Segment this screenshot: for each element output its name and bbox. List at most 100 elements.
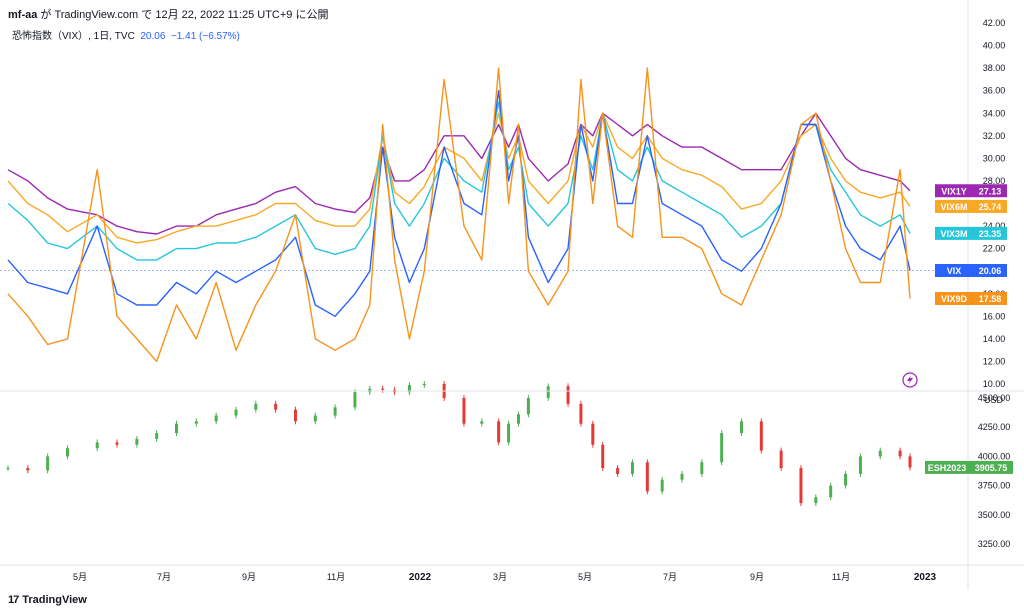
candle-body [293,409,297,422]
candle-body [6,468,10,470]
es-unit-label: USD [984,395,1004,405]
tradingview-footer: 17 TradingView [8,594,87,606]
y-tick-label: 24.00 [983,221,1006,231]
x-tick-label: 2023 [914,572,937,583]
x-tick-label: 7月 [157,572,171,582]
series-value-bg [973,264,1007,278]
y-tick-label: 16.00 [983,311,1006,321]
candle-body [546,386,550,398]
candle-body [680,473,684,480]
y-tick-label: 30.00 [983,153,1006,163]
candle-body [858,456,862,474]
publish-header: mf-aa が TradingView.com で 12月 22, 2022 1… [8,6,328,22]
y-tick-label: 28.00 [983,176,1006,186]
brand-name[interactable]: TradingView [22,594,87,606]
es-y-tick-label: 3250.00 [978,539,1011,549]
symbol-text[interactable]: 恐怖指数（VIX）, 1日, TVC [12,31,135,42]
author-name[interactable]: mf-aa [8,9,38,21]
candle-body [65,448,69,457]
es-y-tick-label: 4250.00 [978,422,1011,432]
price-labels: VIX1Y 27.13 VIX6M 25.74 VIX3M 23.35 VIX 20.06 VI… [925,184,1013,474]
candle-body [353,392,357,408]
candle-body [214,415,218,422]
candle-body [566,386,570,404]
publish-info: が TradingView.com で 12月 22, 2022 11:25 U… [37,9,329,21]
x-tick-label: 9月 [242,572,256,582]
candle-body [878,450,882,457]
candle-body [313,415,317,422]
change-value: −1.41 (−6.57%) [170,31,240,42]
candle-body [898,450,902,457]
last-value: 20.06 [140,31,166,42]
tradingview-logo-icon[interactable]: 17 [8,594,19,606]
series-label-bg [935,199,973,213]
candle-body [95,442,99,449]
candle-body [26,468,30,471]
candle-body [422,383,426,386]
series-value-label: 17.58 [979,294,1002,304]
x-tick-label: 2022 [409,572,432,583]
lightning-bolt-icon[interactable] [902,372,918,388]
x-tick-label: 11月 [327,572,345,582]
es-y-tick-label: 3750.00 [978,481,1011,491]
y-tick-label: 12.00 [983,356,1006,366]
candle-body [908,456,912,468]
es-value-bg [969,460,1013,474]
candle-body [591,423,595,445]
x-tick-label: 3月 [493,572,507,582]
candle-body [660,479,664,492]
y-tick-label: 36.00 [983,86,1006,96]
es-y-tick-label: 3500.00 [978,510,1011,520]
series-value-bg [973,226,1007,240]
candle-body [526,398,530,415]
es-label-bg [925,460,969,474]
series-value-label: 25.74 [979,202,1002,212]
candle-body [799,468,803,504]
es-value-label: 3905.75 [975,463,1008,473]
candle-body [407,385,411,393]
series-value-bg [973,291,1007,305]
candle-body [844,473,848,486]
series-value-label: 27.13 [979,186,1002,196]
candle-body [630,462,634,474]
y-tick-label: 32.00 [983,131,1006,141]
candle-body [234,409,238,416]
series-name-label: VIX9D [941,294,968,304]
candle-body [254,403,258,410]
candle-body [194,421,198,424]
y-tick-label: 42.00 [983,18,1006,28]
symbol-legend: 恐怖指数（VIX）, 1日, TVC 20.06 −1.41 (−6.57%) [12,27,240,42]
candle-body [779,450,783,469]
candle-body [381,388,385,390]
series-name-label: VIX [947,266,962,276]
x-tick-label: 7月 [663,572,677,582]
candle-body [507,423,511,443]
series-name-label: VIX1Y [941,186,967,196]
candle-body [368,388,372,393]
candle-body [516,414,520,424]
series-value-bg [973,184,1007,198]
y-tick-label: 14.00 [983,334,1006,344]
series-name-label: VIX3M [940,229,967,239]
volatility-lines [7,67,911,363]
series-line-vix [7,90,911,317]
candle-body [759,421,763,451]
x-tick-label: 5月 [73,572,87,582]
series-label-bg [935,226,973,240]
x-tick-label: 11月 [832,572,850,582]
y-tick-label: 34.00 [983,108,1006,118]
candle-body [739,421,743,434]
y-tick-label: 10.00 [983,379,1006,389]
candle-body [645,462,649,492]
candle-body [579,403,583,424]
candle-body [46,456,50,471]
candle-body [155,433,159,439]
candle-body [333,407,337,416]
candle-body [814,497,818,504]
series-label-bg [935,291,973,305]
candle-body [480,421,484,424]
candle-body [616,468,620,474]
es-candles [6,381,912,507]
series-value-label: 23.35 [979,229,1002,239]
